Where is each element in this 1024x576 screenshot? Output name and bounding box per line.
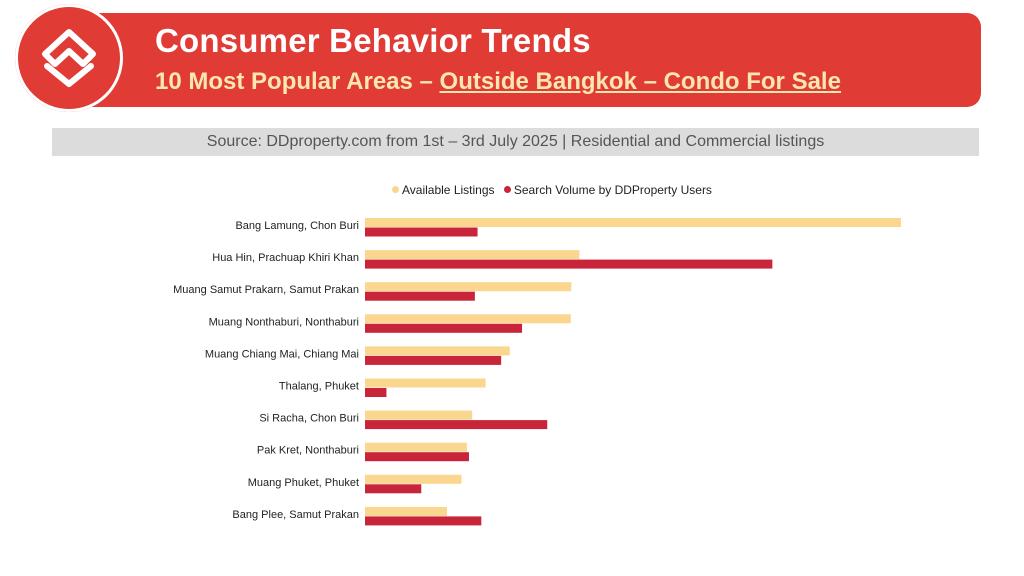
bar-search-volume	[365, 291, 475, 301]
page-title: Consumer Behavior Trends	[155, 22, 591, 59]
category-label: Bang Lamung, Chon Buri	[235, 220, 359, 232]
category-label: Si Racha, Chon Buri	[259, 413, 359, 425]
category-label: Thalang, Phuket	[279, 381, 359, 393]
legend-dot-search	[503, 186, 511, 193]
legend-item-search: Search Volume by DDProperty Users	[503, 183, 712, 197]
category-label: Hua Hin, Prachuap Khiri Khan	[212, 252, 359, 264]
category-label: Muang Samut Prakarn, Samut Prakan	[173, 284, 359, 296]
bar-search-volume	[365, 484, 422, 494]
bar-available-listings	[365, 378, 486, 388]
bar-search-volume	[365, 259, 773, 269]
bar-available-listings	[365, 250, 580, 260]
bar-available-listings	[365, 442, 467, 452]
category-label: Bang Plee, Samut Prakan	[232, 509, 359, 521]
category-label: Muang Nonthaburi, Nonthaburi	[209, 316, 359, 328]
legend-dot-available	[392, 186, 399, 193]
bar-available-listings	[365, 474, 462, 484]
bar-search-volume	[365, 227, 478, 237]
bar-search-volume	[365, 516, 482, 526]
subtitle-link[interactable]: Outside Bangkok – Condo For Sale	[439, 68, 841, 95]
subtitle-prefix: 10 Most Popular Areas –	[155, 68, 440, 95]
bar-available-listings	[365, 346, 510, 356]
house-stack-icon	[42, 29, 96, 87]
bar-available-listings	[365, 218, 901, 227]
brand-logo	[15, 4, 123, 112]
source-bar: Source: DDproperty.com from 1st – 3rd Ju…	[52, 128, 979, 156]
bar-available-listings	[365, 314, 571, 324]
bar-available-listings	[365, 410, 473, 420]
bar-search-volume	[365, 452, 469, 462]
legend-item-available: Available Listings	[392, 183, 495, 197]
category-label: Muang Phuket, Phuket	[248, 477, 359, 489]
category-label: Muang Chiang Mai, Chiang Mai	[205, 348, 359, 360]
page-subtitle: 10 Most Popular Areas – Outside Bangkok …	[155, 68, 841, 96]
bar-available-listings	[365, 506, 448, 516]
chart-legend: Available Listings Search Volume by DDPr…	[392, 183, 718, 197]
bar-search-volume	[365, 355, 502, 365]
bar-search-volume	[365, 420, 548, 430]
source-text: Source: DDproperty.com from 1st – 3rd Ju…	[206, 133, 825, 150]
legend-label-search: Search Volume by DDProperty Users	[513, 183, 712, 197]
header-banner	[66, 13, 981, 107]
legend-label-available: Available Listings	[402, 183, 495, 197]
category-label: Pak Kret, Nonthaburi	[257, 445, 359, 457]
bar-search-volume	[365, 388, 387, 397]
bar-search-volume	[365, 323, 523, 333]
bar-available-listings	[365, 282, 572, 292]
